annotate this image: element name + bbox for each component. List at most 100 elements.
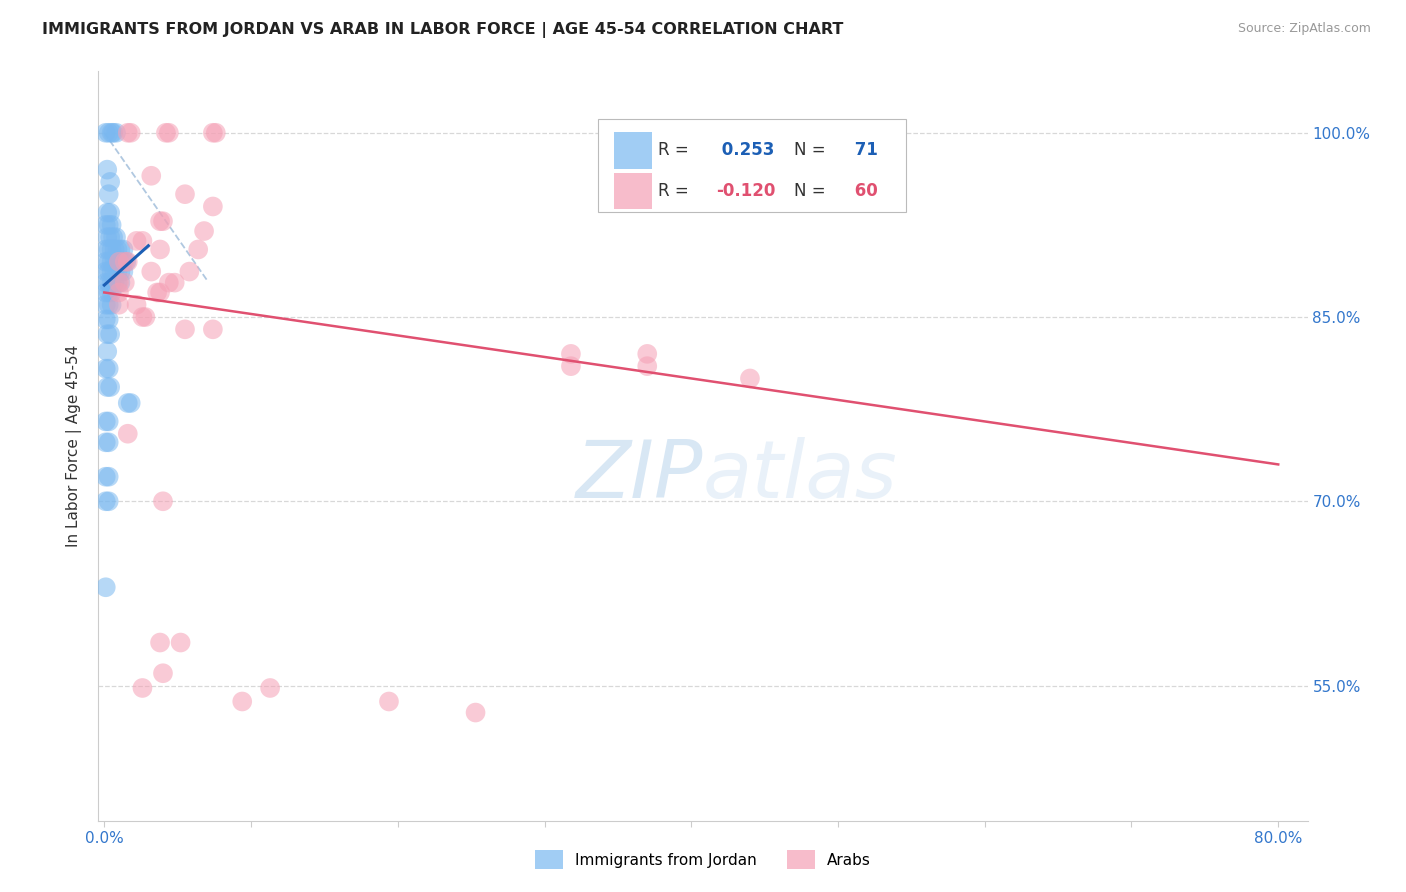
- FancyBboxPatch shape: [613, 132, 652, 169]
- Point: [131, 310, 153, 324]
- Point: [114, 276, 136, 290]
- Point: [131, 234, 153, 248]
- Point: [152, 494, 174, 508]
- Point: [100, 254, 122, 268]
- Point: [149, 243, 172, 257]
- Point: [94, 414, 117, 428]
- Legend: Immigrants from Jordan, Arabs: Immigrants from Jordan, Arabs: [527, 843, 879, 877]
- Point: [94, 276, 117, 290]
- Point: [97, 243, 120, 257]
- Point: [97, 187, 120, 202]
- Point: [117, 254, 139, 268]
- Point: [112, 254, 135, 268]
- Point: [97, 285, 120, 300]
- Point: [94, 361, 117, 376]
- Point: [201, 126, 224, 140]
- Text: R =: R =: [658, 182, 695, 200]
- Point: [259, 681, 281, 695]
- Text: 60: 60: [849, 182, 879, 200]
- Text: Source: ZipAtlas.com: Source: ZipAtlas.com: [1237, 22, 1371, 36]
- Point: [97, 435, 120, 450]
- Point: [94, 264, 117, 278]
- Point: [125, 234, 148, 248]
- Point: [97, 276, 120, 290]
- Text: R =: R =: [658, 141, 695, 159]
- Point: [103, 243, 125, 257]
- Text: N =: N =: [793, 182, 831, 200]
- Point: [110, 276, 132, 290]
- Point: [560, 359, 582, 373]
- Point: [94, 254, 117, 268]
- Point: [157, 276, 180, 290]
- Point: [98, 205, 121, 219]
- Point: [114, 254, 136, 268]
- Point: [560, 347, 582, 361]
- Point: [100, 264, 122, 278]
- Y-axis label: In Labor Force | Age 45-54: In Labor Force | Age 45-54: [66, 345, 83, 547]
- Point: [107, 276, 129, 290]
- Point: [97, 361, 120, 376]
- Point: [636, 347, 658, 361]
- Text: 0.253: 0.253: [716, 141, 775, 159]
- Point: [98, 380, 121, 394]
- Point: [117, 126, 139, 140]
- Point: [103, 264, 125, 278]
- Text: N =: N =: [793, 141, 831, 159]
- Point: [97, 494, 120, 508]
- Point: [96, 327, 118, 342]
- Point: [120, 396, 142, 410]
- Text: ZIP: ZIP: [575, 437, 703, 515]
- Point: [108, 254, 131, 268]
- Point: [157, 126, 180, 140]
- Point: [96, 230, 118, 244]
- Point: [120, 126, 142, 140]
- Text: IMMIGRANTS FROM JORDAN VS ARAB IN LABOR FORCE | AGE 45-54 CORRELATION CHART: IMMIGRANTS FROM JORDAN VS ARAB IN LABOR …: [42, 22, 844, 38]
- Point: [100, 276, 122, 290]
- Point: [103, 276, 125, 290]
- Point: [100, 218, 122, 232]
- Point: [94, 435, 117, 450]
- Point: [141, 264, 163, 278]
- Point: [108, 298, 131, 312]
- Point: [107, 243, 129, 257]
- Point: [105, 126, 128, 140]
- Point: [169, 635, 191, 649]
- Point: [97, 414, 120, 428]
- Point: [100, 298, 122, 312]
- Point: [97, 298, 120, 312]
- Point: [464, 706, 486, 720]
- Point: [636, 359, 658, 373]
- Point: [96, 344, 118, 359]
- Point: [94, 285, 117, 300]
- Point: [146, 285, 169, 300]
- Point: [94, 580, 117, 594]
- Point: [152, 666, 174, 681]
- Point: [117, 396, 139, 410]
- Point: [97, 254, 120, 268]
- Point: [110, 243, 132, 257]
- Text: 71: 71: [849, 141, 879, 159]
- Point: [97, 264, 120, 278]
- Text: atlas: atlas: [703, 437, 898, 515]
- Point: [738, 371, 761, 385]
- Point: [100, 285, 122, 300]
- Point: [108, 285, 131, 300]
- Point: [97, 312, 120, 326]
- Point: [94, 126, 117, 140]
- Point: [94, 298, 117, 312]
- Point: [96, 380, 118, 394]
- Point: [155, 126, 177, 140]
- Point: [193, 224, 215, 238]
- Point: [813, 126, 835, 140]
- Point: [101, 230, 124, 244]
- Point: [110, 254, 132, 268]
- Point: [108, 276, 131, 290]
- Point: [115, 254, 138, 268]
- Point: [103, 254, 125, 268]
- Point: [204, 126, 226, 140]
- Point: [96, 162, 118, 177]
- Point: [141, 169, 163, 183]
- Point: [107, 254, 129, 268]
- Point: [101, 126, 124, 140]
- Point: [98, 175, 121, 189]
